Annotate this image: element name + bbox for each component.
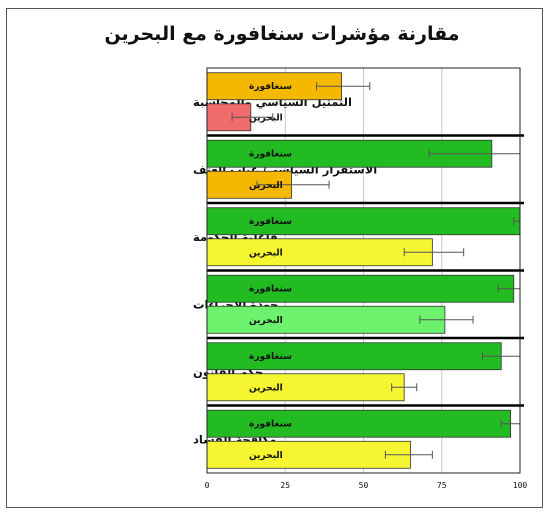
bar-label: سنغافورة xyxy=(249,82,292,92)
bar xyxy=(206,373,405,402)
bar xyxy=(206,409,512,438)
bar-label: سنغافورة xyxy=(249,150,292,160)
plot-border xyxy=(206,67,521,474)
bar-label: سنغافورة xyxy=(249,420,292,430)
bar-label: سنغافورة xyxy=(249,285,292,295)
bar-label: البحرين xyxy=(249,248,283,258)
chart-title: مقارنة مؤشرات سنغافورة مع البحرين xyxy=(104,23,459,45)
bar-label: البحرين xyxy=(249,113,283,123)
x-tick-label: 100 xyxy=(513,481,528,490)
bar xyxy=(206,342,502,371)
bar-label: البحرين xyxy=(249,383,283,393)
bar xyxy=(206,274,515,303)
bar-label: سنغافورة xyxy=(249,352,292,362)
bar xyxy=(206,238,433,267)
x-tick-label: 25 xyxy=(280,481,290,490)
x-tick-label: 75 xyxy=(437,481,447,490)
bar-label: البحرين xyxy=(249,316,283,326)
bar-label: البحرين xyxy=(249,181,283,191)
bar xyxy=(206,440,411,469)
plot-area: التمثيل السياسي والمحاسبةسنغافورةالبحرين… xyxy=(193,67,528,490)
x-tick-label: 50 xyxy=(359,481,369,490)
bar-label: سنغافورة xyxy=(249,217,292,227)
bar xyxy=(206,207,521,236)
bar-label: البحرين xyxy=(249,451,283,461)
x-tick-label: 0 xyxy=(205,481,210,490)
bar xyxy=(206,305,446,334)
